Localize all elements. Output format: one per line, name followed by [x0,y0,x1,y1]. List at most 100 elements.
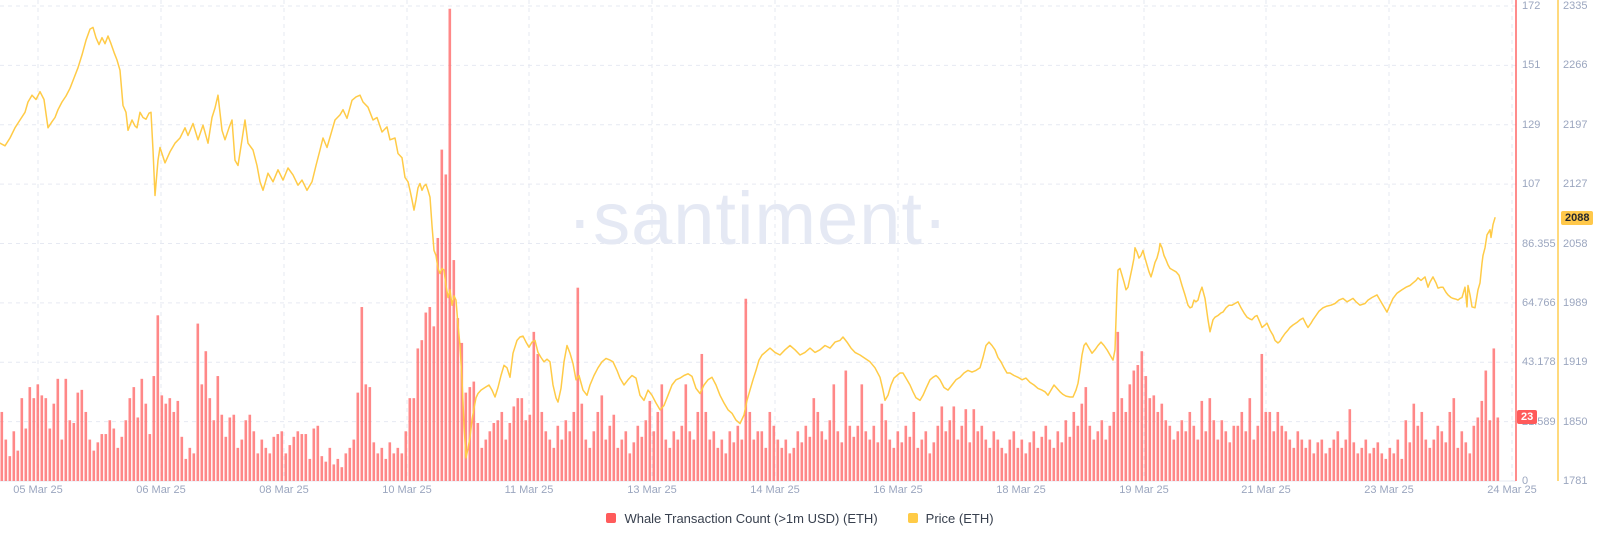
whale-transaction-bar [540,411,544,481]
whale-transaction-bar [100,434,104,481]
whale-transaction-bar [1060,442,1064,481]
whale-transaction-bar [28,387,32,481]
whale-transaction-bar [132,387,136,481]
whale-transaction-bar [1380,453,1384,481]
whale-transaction-bar [732,442,736,481]
whale-transaction-bar [808,436,812,481]
whale-transaction-bar [568,431,572,481]
whale-transaction-bar [848,425,852,481]
whale-transaction-bar [896,431,900,481]
whale-transaction-bar [160,395,164,481]
whale-transaction-bar [8,456,12,481]
whale-transaction-bar [376,453,380,481]
whale-transaction-bar [748,411,752,481]
whale-transaction-bar [268,453,272,481]
whale-transaction-bar [804,425,808,481]
count-axis-tick-label: 43.178 [1522,356,1556,369]
whale-transaction-bar [736,425,740,481]
whale-transaction-bar [908,436,912,481]
whale-transaction-bar [536,353,540,481]
whale-transaction-bar [1064,420,1068,481]
whale-transaction-bar [1100,420,1104,481]
whale-transaction-bar [180,436,184,481]
whale-transaction-bar [524,420,528,481]
whale-transaction-bar [1180,420,1184,481]
whale-transaction-bar [216,376,220,481]
whale-count-swatch-icon [606,513,617,523]
whale-transaction-bar [616,447,620,481]
whale-transaction-bar [604,439,608,481]
whale-transaction-bar [72,423,76,481]
whale-transaction-bar [16,450,20,481]
whale-transaction-bar [596,411,600,481]
x-axis-tick-label: 16 Mar 25 [873,484,923,496]
price-axis-tick-label: 2266 [1563,59,1588,72]
whale-transaction-bar [840,442,844,481]
price-axis-tick-label: 2335 [1563,0,1588,12]
whale-transaction-bar [1052,447,1056,481]
whale-transaction-bar [1324,453,1328,481]
price-axis-tick-label: 2058 [1563,237,1588,250]
whale-transaction-bar [120,436,124,481]
whale-transaction-bar [1172,439,1176,481]
whale-transaction-bar [492,423,496,481]
whale-transaction-bar [112,428,116,481]
whale-transaction-bar [472,381,476,481]
whale-transaction-bar [1204,431,1208,481]
whale-transaction-bar [660,384,664,481]
whale-transaction-bar [1220,420,1224,481]
whale-transaction-bar [628,453,632,481]
whale-transaction-bar [1452,398,1456,481]
whale-transaction-bar [96,442,100,481]
whale-transaction-bar [1184,431,1188,481]
whale-transaction-bar [600,395,604,481]
whale-transaction-bar [1336,431,1340,481]
whale-transaction-bar [672,431,676,481]
whale-transaction-bar [508,423,512,481]
legend: Whale Transaction Count (>1m USD) (ETH) … [0,508,1600,528]
whale-transaction-bar [1000,447,1004,481]
whale-transaction-bar [1312,453,1316,481]
whale-transaction-bar [1416,425,1420,481]
whale-transaction-bar [1356,453,1360,481]
whale-transaction-bar [824,439,828,481]
whale-transaction-bar [576,287,580,481]
whale-transaction-bar [148,434,152,481]
whale-transaction-bar [680,425,684,481]
whale-transaction-bar [384,458,388,481]
whale-transaction-bar [1208,398,1212,481]
whale-transaction-bar [1492,348,1496,481]
whale-transaction-bar [1256,425,1260,481]
whale-transaction-bar [756,431,760,481]
whale-transaction-bar [1304,447,1308,481]
whale-transaction-bar [1424,439,1428,481]
whale-transaction-bar [136,417,140,481]
legend-item-price[interactable]: Price (ETH) [907,511,994,526]
whale-transaction-bar [1068,436,1072,481]
whale-transaction-bar [1016,447,1020,481]
whale-transaction-bar [500,411,504,481]
whale-transaction-bar [452,260,456,481]
whale-transaction-bar [1376,442,1380,481]
whale-transaction-bar [1272,431,1276,481]
whale-transaction-bar [144,403,148,481]
whale-transaction-bar [696,411,700,481]
whale-transaction-bar [1092,439,1096,481]
whale-transaction-bar [1232,425,1236,481]
whale-transaction-bar [1128,384,1132,481]
whale-transaction-bar [828,420,832,481]
whale-transaction-bar [400,453,404,481]
whale-transaction-bar [700,353,704,481]
whale-transaction-bar [448,8,452,482]
whale-transaction-bar [1192,425,1196,481]
count-axis-tick-label: 151 [1522,59,1541,72]
whale-transaction-bar [1464,442,1468,481]
whale-transaction-bar [1160,403,1164,481]
whale-transaction-bar [712,431,716,481]
whale-transaction-bar [1280,425,1284,481]
legend-item-whale-transaction-count[interactable]: Whale Transaction Count (>1m USD) (ETH) [606,511,878,526]
whale-transaction-bar [652,431,656,481]
whale-transaction-bar [644,420,648,481]
whale-transaction-bar [1140,351,1144,481]
